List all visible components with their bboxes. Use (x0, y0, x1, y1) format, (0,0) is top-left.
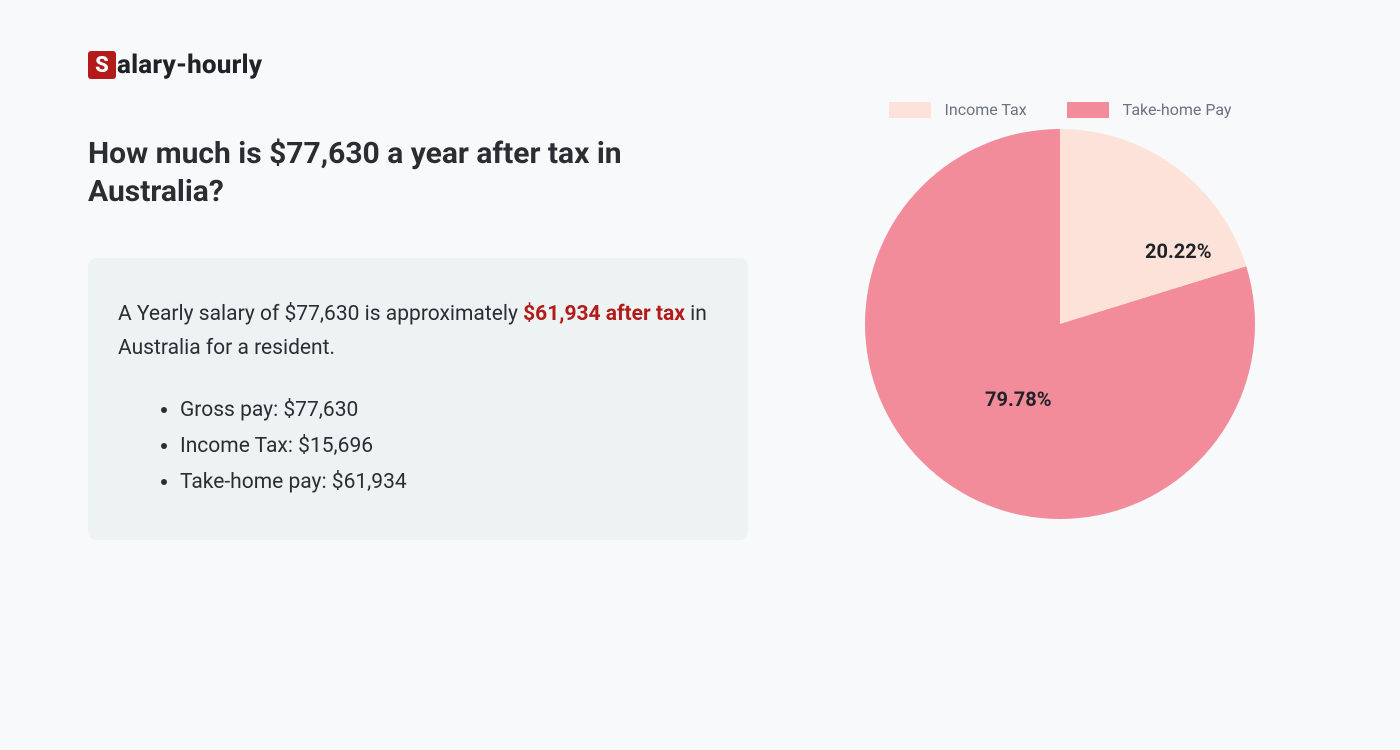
site-logo: S alary-hourly (88, 50, 262, 80)
summary-text: A Yearly salary of $77,630 is approximat… (118, 298, 718, 365)
list-item: Gross pay: $77,630 (180, 393, 718, 429)
legend-label: Take-home Pay (1123, 100, 1232, 119)
list-item: Income Tax: $15,696 (180, 429, 718, 465)
slice-label-take-home: 79.78% (985, 387, 1051, 411)
logo-badge: S (88, 51, 116, 79)
summary-emph: $61,934 after tax (523, 302, 685, 326)
legend-item-income-tax: Income Tax (889, 100, 1027, 119)
legend-swatch (889, 102, 931, 118)
pie-chart: Income Tax Take-home Pay 20.22% 79.78% (780, 100, 1340, 519)
chart-legend: Income Tax Take-home Pay (780, 100, 1340, 119)
legend-label: Income Tax (945, 100, 1027, 119)
list-item: Take-home pay: $61,934 (180, 465, 718, 501)
breakdown-list: Gross pay: $77,630 Income Tax: $15,696 T… (118, 393, 718, 500)
left-column: How much is $77,630 a year after tax in … (88, 135, 748, 540)
summary-card: A Yearly salary of $77,630 is approximat… (88, 258, 748, 540)
logo-text: alary-hourly (117, 50, 262, 80)
legend-swatch (1067, 102, 1109, 118)
summary-pre: A Yearly salary of $77,630 is approximat… (118, 302, 523, 326)
slice-label-income-tax: 20.22% (1145, 239, 1211, 263)
legend-item-take-home: Take-home Pay (1067, 100, 1232, 119)
pie-graphic: 20.22% 79.78% (865, 129, 1255, 519)
page-title: How much is $77,630 a year after tax in … (88, 135, 748, 210)
